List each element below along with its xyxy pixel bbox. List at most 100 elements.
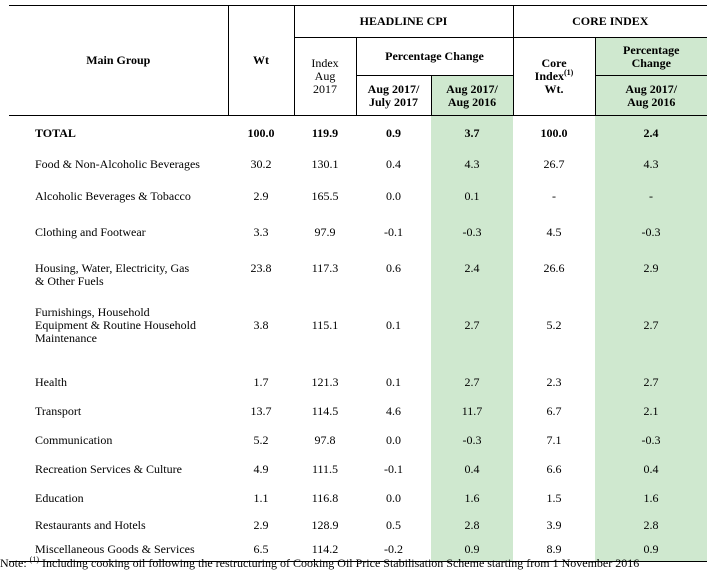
cell-pc-year: 1.6 (431, 483, 514, 514)
cell-pc-year: -0.3 (431, 214, 514, 251)
cell-core-wt: 6.7 (546, 403, 562, 418)
table-row: Restaurants and Hotels 2.9 128.9 0.5 2.8… (9, 513, 708, 538)
cell-pc-year: 0.1 (431, 178, 514, 215)
cell-group: Restaurants and Hotels (35, 518, 146, 532)
cell-core-pc-year: 4.3 (595, 150, 708, 179)
header-pc-aug-aug: Aug 2017/ Aug 2016 (431, 75, 514, 116)
cell-pc-month: 0.0 (386, 432, 401, 447)
footnote: Note: (1) Including cooking oil followin… (0, 556, 709, 571)
header-headline-cpi: HEADLINE CPI (294, 5, 514, 38)
table-row: Housing, Water, Electricity, Gas & Other… (9, 250, 708, 300)
cell-group: Transport (35, 403, 82, 418)
cell-pc-year: 2.7 (431, 367, 514, 397)
cell-index: 116.8 (311, 491, 339, 505)
header-index-line1: Index (311, 56, 339, 70)
header-core-pc-line1: Percentage (623, 42, 680, 57)
cell-group: Education (35, 491, 84, 505)
cell-core-pc-year: 0.4 (595, 454, 708, 484)
cell-index: 114.5 (311, 403, 339, 418)
cell-pc-year: 2.7 (431, 299, 514, 368)
header-core-pc-line3: Aug 2017/ (625, 81, 678, 96)
header-core-wt-index-text: Index (534, 69, 565, 83)
header-core-wt-line1: Core (541, 56, 567, 70)
cell-index: 121.3 (311, 374, 339, 389)
cell-index: 115.1 (311, 317, 339, 332)
cell-pc-month: 0.0 (386, 491, 401, 505)
cell-group: Recreation Services & Culture (35, 461, 182, 476)
cell-core-wt: - (552, 189, 557, 203)
cell-index: 128.9 (311, 518, 339, 532)
cell-wt: 100.0 (247, 125, 275, 140)
cell-index: 97.9 (314, 225, 336, 239)
cell-index: 165.5 (311, 189, 339, 203)
cell-pc-month: 0.6 (386, 260, 401, 275)
table-row: Recreation Services & Culture 4.9 111.5 … (9, 454, 708, 484)
header-index-line2: Aug (314, 69, 336, 83)
cell-pc-month: 0.1 (386, 374, 401, 389)
header-index-line3: 2017 (313, 82, 337, 96)
cell-group-line3: Maintenance (35, 330, 97, 345)
header-core-pc-aug-aug: Aug 2017/ Aug 2016 (595, 75, 708, 116)
table-row: Transport 13.7 114.5 4.6 11.7 6.7 2.1 (9, 396, 708, 426)
cell-pc-year: 0.4 (431, 454, 514, 484)
cell-wt: 2.9 (253, 518, 269, 532)
cell-core-wt: 7.1 (546, 432, 562, 447)
cell-pc-month: -0.1 (384, 225, 403, 239)
header-percentage-change: Percentage Change (356, 37, 514, 76)
cell-group: Communication (35, 432, 113, 447)
cell-core-pc-year: 2.4 (595, 115, 708, 151)
cell-core-wt: 2.3 (546, 374, 562, 389)
header-pc-aug-aug-line2: Aug 2016 (447, 94, 497, 109)
cell-pc-year: 11.7 (431, 396, 514, 426)
cell-core-pc-year: 0.9 (595, 537, 708, 562)
cpi-table: Main Group Wt HEADLINE CPI CORE INDEX In… (9, 5, 708, 562)
header-core-index-wt: Core Index(1) Wt. (513, 37, 596, 116)
table-row: Clothing and Footwear 3.3 97.9 -0.1 -0.3… (9, 214, 708, 251)
cell-pc-year: 2.4 (431, 250, 514, 300)
cell-group-line1: Housing, Water, Electricity, Gas (35, 260, 190, 275)
cell-index: 114.2 (311, 541, 339, 556)
cell-core-wt: 3.9 (546, 518, 562, 532)
header-core-pc-line4: Aug 2016 (627, 94, 676, 109)
cell-pc-year: 0.9 (431, 537, 514, 562)
cell-index: 130.1 (311, 157, 339, 171)
header-index-aug-2017: Index Aug 2017 (294, 37, 357, 116)
table-header: Main Group Wt HEADLINE CPI CORE INDEX In… (9, 5, 708, 116)
cell-pc-month: 0.1 (386, 317, 401, 332)
table-row: Alcoholic Beverages & Tobacco 2.9 165.5 … (9, 178, 708, 215)
cell-wt: 1.1 (253, 491, 269, 505)
cell-pc-month: 0.4 (386, 157, 401, 171)
cell-wt: 30.2 (250, 157, 272, 171)
cell-core-wt: 8.9 (546, 541, 562, 556)
header-core-wt-line3: Wt. (544, 82, 564, 96)
cell-core-wt: 100.0 (540, 125, 568, 140)
header-main-group: Main Group (9, 5, 229, 116)
table-row: Furnishings, Household Equipment & Routi… (9, 299, 708, 368)
header-pc-aug-jul-line2: July 2017 (368, 94, 418, 109)
cell-wt: 1.7 (253, 374, 269, 389)
cell-core-pc-year: -0.3 (595, 214, 708, 251)
header-pc-aug-aug-line1: Aug 2017/ (446, 81, 498, 96)
cell-core-pc-year: 2.1 (595, 396, 708, 426)
cell-core-pc-year: 2.7 (595, 299, 708, 368)
cell-pc-year: 4.3 (431, 150, 514, 179)
cell-core-pc-year: 2.9 (595, 250, 708, 300)
cell-pc-month: -0.1 (384, 461, 403, 476)
cell-core-pc-year: 2.8 (595, 513, 708, 538)
cell-group-line1: Furnishings, Household (35, 304, 150, 319)
cell-group: Furnishings, Household Equipment & Routi… (9, 300, 228, 368)
cell-core-wt: 26.7 (543, 157, 565, 171)
cell-core-pc-year: -0.3 (595, 425, 708, 455)
cell-index: 97.8 (314, 432, 336, 447)
header-core-wt-footnote: (1) (564, 68, 574, 77)
cell-pc-month: 0.5 (386, 518, 401, 532)
table-row: Education 1.1 116.8 0.0 1.6 1.5 1.6 (9, 483, 708, 514)
cell-pc-year: -0.3 (431, 425, 514, 455)
cell-core-wt: 4.5 (546, 225, 562, 239)
cell-group: Food & Non-Alcoholic Beverages (35, 157, 200, 171)
cell-group: Miscellaneous Goods & Services (35, 541, 195, 556)
cell-pc-month: -0.2 (384, 541, 403, 556)
cell-group: Clothing and Footwear (35, 225, 146, 239)
table-row: Miscellaneous Goods & Services 6.5 114.2… (9, 537, 708, 562)
